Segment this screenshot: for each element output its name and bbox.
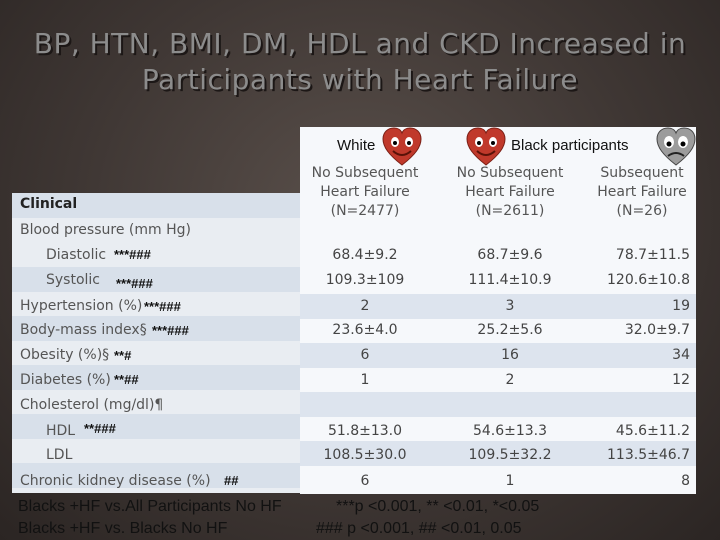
col-header-line: Heart Failure — [465, 184, 555, 200]
row-label: Diastolic — [46, 247, 107, 263]
significance-marks: ***### — [114, 247, 151, 262]
col-header-line: No Subsequent — [456, 165, 564, 181]
table-cell: 109.3±109 — [325, 272, 405, 288]
table-cell: 54.6±13.3 — [472, 423, 548, 439]
table-cell: 108.5±30.0 — [323, 447, 407, 463]
row-label: Blood pressure (mm Hg) — [20, 222, 191, 238]
table-cell: 16 — [501, 347, 519, 363]
col-header-line: Heart Failure — [320, 184, 410, 200]
table-cell: 45.6±11.2 — [615, 423, 690, 439]
table-cell: 12 — [672, 372, 690, 388]
significance-marks: **### — [84, 421, 116, 436]
table-cell: 68.4±9.2 — [332, 247, 398, 263]
table-cell: 23.6±4.0 — [332, 322, 398, 338]
table-cell: 51.8±13.0 — [327, 423, 403, 439]
table-cell: 109.5±32.2 — [468, 447, 552, 463]
table-cell: 2 — [505, 372, 515, 388]
col-header-line: No Subsequent — [311, 165, 419, 181]
col-header-black-hf: Subsequent Heart Failure (N=26) — [576, 164, 708, 221]
row-label: Obesity (%)§ — [20, 347, 110, 363]
table-cell: 2 — [360, 298, 370, 314]
row-label: Body-mass index§ — [20, 322, 147, 338]
col-header-line: (N=26) — [616, 203, 668, 219]
table-cell: 113.5±46.7 — [607, 447, 690, 463]
slide-title: BP, HTN, BMI, DM, HDL and CKD Increased … — [0, 26, 720, 98]
table-cell: 68.7±9.6 — [477, 247, 543, 263]
group-label-white: White — [337, 137, 376, 154]
col-header-white-no-hf: No Subsequent Heart Failure (N=2477) — [299, 164, 431, 221]
table-cell: 3 — [505, 298, 515, 314]
table-panel — [12, 193, 300, 493]
row-label: Systolic — [46, 272, 100, 288]
significance-marks: ***### — [144, 299, 181, 314]
significance-marks: ***### — [116, 276, 153, 291]
table-cell: 1 — [360, 372, 370, 388]
col-header-line: Heart Failure — [597, 184, 687, 200]
footnote-comparison-2: Blacks +HF vs. Blacks No HF — [18, 520, 228, 537]
footnote-significance-2: ### p <0.001, ## <0.01, 0.05 — [316, 520, 522, 537]
table-cell: 19 — [672, 298, 690, 314]
col-header-line: Subsequent — [600, 165, 684, 181]
row-label: Chronic kidney disease (%) — [20, 473, 211, 489]
title-line-2: Participants with Heart Failure — [141, 63, 579, 96]
significance-marks: **# — [114, 348, 132, 363]
title-line-1: BP, HTN, BMI, DM, HDL and CKD Increased … — [33, 27, 687, 60]
significance-marks: ***### — [152, 323, 189, 338]
clinical-header: Clinical — [20, 196, 78, 212]
significance-marks: **## — [114, 372, 139, 387]
group-label-black: Black participants — [511, 137, 629, 154]
row-label: Cholesterol (mg/dl)¶ — [20, 397, 164, 413]
table-cell: 6 — [360, 473, 370, 489]
row-label: Diabetes (%) — [20, 372, 111, 388]
footnote-significance-1: ***p <0.001, ** <0.01, *<0.05 — [336, 498, 540, 515]
row-label: HDL — [46, 423, 76, 439]
values-column-area — [300, 127, 696, 494]
col-header-line: (N=2477) — [330, 203, 400, 219]
heart-face-icon — [466, 127, 506, 166]
row-label: Hypertension (%) — [20, 298, 143, 314]
col-header-black-no-hf: No Subsequent Heart Failure (N=2611) — [444, 164, 576, 221]
table-cell: 34 — [672, 347, 690, 363]
table-cell: 120.6±10.8 — [607, 272, 690, 288]
row-label: LDL — [46, 447, 73, 463]
table-cell: 78.7±11.5 — [615, 247, 690, 263]
table-cell: 32.0±9.7 — [624, 322, 690, 338]
table-cell: 1 — [505, 473, 515, 489]
table-cell: 6 — [360, 347, 370, 363]
sad-heart-face-icon — [656, 127, 696, 166]
heart-face-icon — [382, 127, 422, 166]
table-cell: 8 — [681, 473, 690, 489]
col-header-line: (N=2611) — [475, 203, 545, 219]
footnote-comparison-1: Blacks +HF vs.All Participants No HF — [18, 498, 282, 515]
table-cell: 25.2±5.6 — [477, 322, 543, 338]
significance-marks: ## — [224, 473, 239, 488]
table-cell: 111.4±10.9 — [468, 272, 552, 288]
